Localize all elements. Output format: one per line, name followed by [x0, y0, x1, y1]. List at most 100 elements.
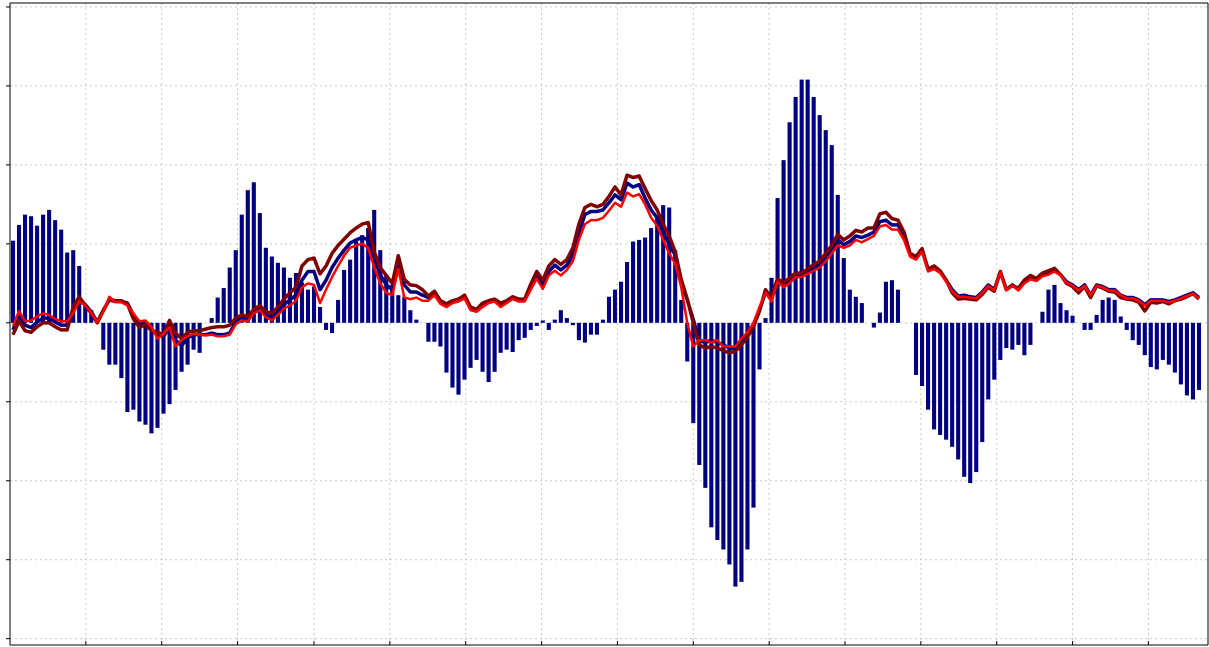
- bar: [155, 322, 160, 428]
- bar: [1040, 311, 1045, 323]
- bar: [504, 322, 509, 350]
- bar: [522, 322, 527, 338]
- bar: [119, 322, 124, 379]
- bar: [600, 319, 606, 323]
- bar: [239, 214, 244, 323]
- bar: [715, 322, 720, 540]
- bar: [131, 322, 136, 410]
- bar: [1154, 322, 1159, 370]
- bar: [35, 225, 40, 323]
- bar: [1124, 322, 1129, 330]
- bar: [1142, 322, 1147, 356]
- bar: [390, 284, 395, 323]
- bar: [1088, 322, 1093, 330]
- bar: [968, 322, 973, 484]
- bar: [606, 296, 612, 323]
- bar: [1004, 322, 1009, 349]
- bar: [721, 322, 726, 550]
- bar: [618, 281, 624, 323]
- bar: [582, 322, 587, 343]
- bar: [41, 214, 46, 323]
- bar: [817, 115, 822, 323]
- bar: [980, 322, 985, 443]
- bar: [1058, 303, 1063, 323]
- bar: [143, 322, 148, 425]
- bar: [588, 322, 593, 335]
- bar: [342, 269, 347, 323]
- bar: [311, 286, 317, 323]
- bar: [1016, 322, 1021, 345]
- bar: [1046, 289, 1051, 323]
- bar: [53, 220, 58, 323]
- bar: [221, 288, 226, 323]
- bar: [679, 299, 684, 323]
- bar: [348, 259, 353, 323]
- bar: [1178, 322, 1183, 385]
- bar: [703, 322, 708, 488]
- bar: [1148, 322, 1153, 368]
- bar: [101, 322, 106, 350]
- bar: [938, 322, 943, 435]
- bar: [71, 250, 76, 323]
- bar: [697, 322, 702, 465]
- bar: [799, 79, 804, 323]
- bar: [450, 322, 455, 388]
- bar: [992, 322, 997, 380]
- bar: [811, 96, 816, 323]
- bar: [47, 209, 52, 323]
- bar: [751, 322, 756, 508]
- bar: [1196, 322, 1202, 390]
- bar: [149, 322, 154, 434]
- bar: [570, 322, 575, 326]
- bar: [781, 160, 786, 323]
- bar: [871, 322, 876, 328]
- bar: [962, 322, 967, 477]
- bar: [649, 228, 654, 323]
- bar: [161, 322, 166, 414]
- bar: [396, 295, 401, 323]
- bar: [745, 322, 750, 550]
- bar: [215, 297, 220, 323]
- bar: [317, 307, 323, 323]
- bar: [324, 322, 329, 330]
- bar: [546, 322, 551, 330]
- bar: [919, 322, 925, 386]
- bar: [853, 296, 858, 323]
- bar: [944, 322, 949, 440]
- bar: [137, 322, 142, 422]
- bar: [829, 145, 834, 323]
- bar: [426, 322, 431, 342]
- bar: [378, 250, 383, 323]
- bar: [625, 262, 630, 323]
- bar: [65, 252, 70, 323]
- bar: [16, 224, 22, 323]
- bar: [643, 237, 648, 323]
- bar: [462, 322, 467, 380]
- bar: [594, 322, 600, 335]
- bar: [1094, 314, 1099, 323]
- bar: [233, 250, 238, 323]
- bar: [1010, 322, 1015, 350]
- bar: [835, 194, 840, 323]
- bar: [1028, 322, 1033, 345]
- bar: [432, 322, 437, 342]
- bar: [77, 265, 82, 323]
- bar: [823, 130, 828, 323]
- bar: [10, 240, 16, 323]
- bar: [1064, 310, 1069, 323]
- bar: [29, 216, 34, 323]
- bar: [932, 322, 937, 430]
- bar: [330, 322, 335, 334]
- bar: [950, 322, 955, 447]
- bar: [336, 299, 341, 323]
- bar: [877, 312, 882, 323]
- bar: [1052, 284, 1057, 323]
- bar: [197, 322, 202, 353]
- bar: [209, 318, 214, 323]
- bar: [1070, 315, 1075, 323]
- bar: [1082, 322, 1087, 330]
- bar: [402, 296, 407, 323]
- bar: [384, 274, 389, 323]
- bar: [793, 96, 798, 323]
